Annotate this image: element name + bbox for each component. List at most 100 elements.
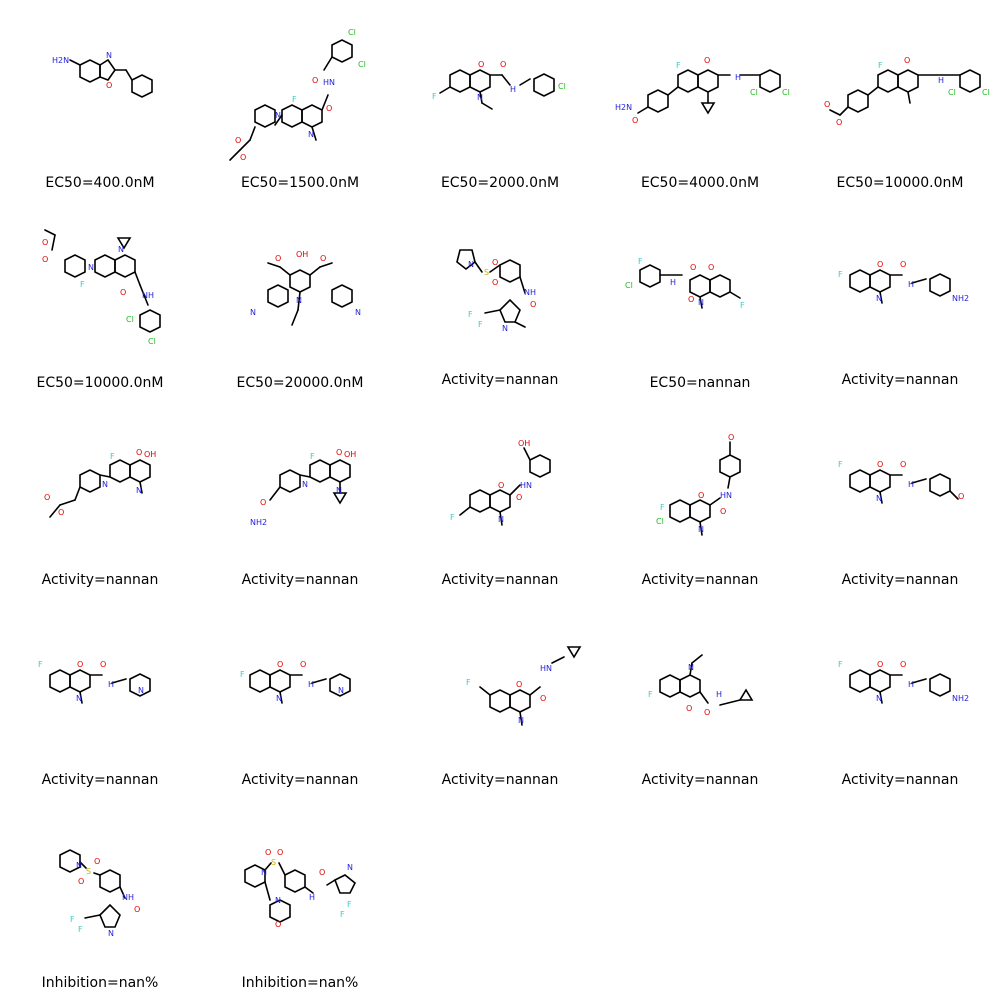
svg-text:Cl: Cl	[982, 88, 990, 97]
compound-cell: F O O H N NH2 Activity=nannan	[800, 200, 1000, 400]
svg-text:O: O	[42, 255, 48, 264]
molecule-structure: O O HN O F Cl N	[656, 433, 741, 536]
svg-text:O: O	[704, 56, 710, 65]
compound-cell: F O OH N N O O Activity=nannan	[0, 400, 200, 600]
svg-text:NH2: NH2	[250, 518, 267, 527]
activity-caption: Inhibition=nan%	[41, 975, 159, 991]
molecule-structure: F Cl H O O O N F	[625, 257, 745, 310]
svg-text:O: O	[958, 492, 964, 501]
svg-text:F: F	[478, 320, 483, 329]
compound-cell: N S O O NH O F F N Activity=nannan	[400, 200, 600, 400]
svg-text:H2N: H2N	[52, 56, 69, 65]
compound-cell: OH O HN O N F Activity=nannan	[400, 400, 600, 600]
svg-text:N: N	[276, 694, 282, 703]
svg-text:O: O	[260, 498, 266, 507]
svg-text:O: O	[94, 857, 100, 866]
activity-caption: EC50=10000.0nM	[36, 375, 164, 391]
svg-text:N: N	[698, 525, 704, 534]
svg-text:O: O	[900, 460, 906, 469]
svg-text:O: O	[106, 81, 112, 90]
svg-text:OH: OH	[144, 450, 156, 459]
svg-text:F: F	[240, 670, 245, 679]
svg-text:N: N	[477, 93, 483, 102]
svg-text:N: N	[275, 896, 281, 905]
svg-text:N: N	[876, 494, 882, 503]
svg-text:O: O	[275, 920, 281, 929]
svg-text:F: F	[38, 660, 43, 669]
compound-cell: N F O H O Activity=nannan	[600, 600, 800, 800]
svg-text:Cl: Cl	[750, 88, 758, 97]
svg-text:N: N	[261, 868, 267, 877]
compound-cell: OH O O N N N EC50=20000.0nM	[200, 200, 400, 400]
activity-caption: Activity=nannan	[41, 572, 159, 588]
molecule-structure: Cl Cl HN O O F N N O O	[229, 28, 366, 162]
activity-caption: EC50=2000.0nM	[440, 175, 560, 191]
activity-caption: EC50=1500.0nM	[240, 175, 360, 191]
compound-cell: Cl Cl HN O O F N N O O EC50=1500.0nM	[200, 0, 400, 200]
svg-text:O: O	[235, 136, 241, 145]
molecule-structure: S O O N H O N N O F F	[244, 848, 357, 929]
svg-text:N: N	[296, 296, 302, 305]
molecule-structure: F O H H2N O Cl Cl	[615, 56, 790, 125]
compound-cell: N S O O NH O F F N Inhibition=nan%	[0, 800, 200, 1000]
activity-caption: Activity=nannan	[241, 572, 359, 588]
svg-text:F: F	[340, 910, 345, 919]
svg-text:Cl: Cl	[126, 315, 134, 324]
molecule-structure: F O OH N N O O	[44, 448, 156, 518]
svg-text:OH: OH	[344, 450, 356, 459]
svg-text:F: F	[468, 310, 473, 319]
svg-text:O: O	[120, 288, 126, 297]
svg-text:H: H	[308, 680, 314, 689]
svg-text:N: N	[250, 308, 256, 317]
compound-cell: F O H O O Cl Cl EC50=10000.0nM	[800, 0, 1000, 200]
activity-caption: Activity=nannan	[841, 572, 959, 588]
molecule-structure: F O OH N N O NH2	[250, 448, 356, 527]
activity-caption: Activity=nannan	[641, 772, 759, 788]
svg-text:O: O	[320, 254, 326, 263]
svg-text:HN: HN	[520, 481, 532, 490]
svg-text:O: O	[516, 493, 522, 502]
svg-text:O: O	[265, 848, 271, 857]
svg-text:N: N	[355, 308, 361, 317]
svg-text:O: O	[516, 680, 522, 689]
svg-text:O: O	[836, 118, 842, 127]
svg-text:O: O	[78, 877, 84, 886]
svg-text:N: N	[106, 51, 112, 60]
activity-caption: Activity=nannan	[441, 572, 559, 588]
molecule-structure: N S O O NH O F F N	[456, 249, 536, 333]
compound-cell: S O O N H O N N O F F Inhibition=nan%	[200, 800, 400, 1000]
svg-text:F: F	[740, 301, 745, 310]
svg-text:O: O	[300, 660, 306, 669]
molecule-structure: F O O H N O	[838, 460, 964, 504]
svg-text:F: F	[660, 503, 665, 512]
svg-text:NH: NH	[142, 291, 154, 300]
svg-text:O: O	[877, 660, 883, 669]
svg-text:F: F	[78, 925, 83, 934]
svg-text:O: O	[900, 660, 906, 669]
svg-text:N: N	[502, 324, 508, 333]
activity-caption: EC50=10000.0nM	[836, 175, 964, 191]
svg-text:N: N	[76, 861, 82, 870]
svg-text:O: O	[498, 481, 504, 490]
svg-text:O: O	[42, 238, 48, 247]
svg-text:O: O	[690, 263, 696, 272]
svg-text:H: H	[716, 690, 722, 699]
compound-cell: HN O O F N Activity=nannan	[400, 600, 600, 800]
svg-text:O: O	[728, 433, 734, 442]
svg-text:O: O	[632, 116, 638, 125]
svg-text:O: O	[688, 295, 694, 304]
compound-cell: F O O H N NH2 Activity=nannan	[800, 600, 1000, 800]
activity-caption: Activity=nannan	[41, 772, 159, 788]
molecule-structure: F O O H N NH2	[838, 660, 969, 704]
svg-text:O: O	[824, 100, 830, 109]
svg-text:O: O	[530, 300, 536, 309]
compound-cell: F O OH N N O NH2 Activity=nannan	[200, 400, 400, 600]
svg-text:N: N	[338, 686, 344, 695]
svg-text:O: O	[540, 694, 546, 703]
svg-text:F: F	[648, 690, 653, 699]
compound-cell: F O O H N O Activity=nannan	[800, 400, 1000, 600]
svg-text:H: H	[108, 680, 114, 689]
compound-cell: F Cl H O O O N F EC50=nannan	[600, 200, 800, 400]
svg-text:H: H	[309, 893, 315, 902]
svg-text:O: O	[326, 104, 332, 113]
